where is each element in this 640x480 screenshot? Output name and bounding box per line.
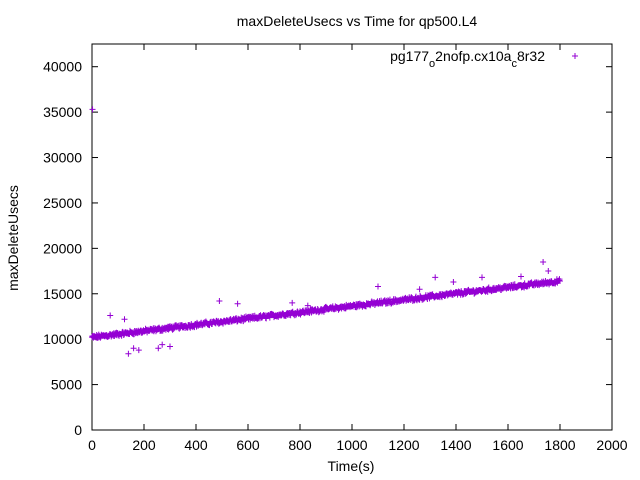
data-point xyxy=(155,345,162,352)
x-tick-label: 1600 xyxy=(492,437,523,453)
data-point xyxy=(289,299,296,306)
data-point xyxy=(375,283,381,290)
data-point xyxy=(459,291,466,298)
legend: pg177o2nofp.cx10ac8r32 xyxy=(390,48,578,70)
y-tick-label: 15000 xyxy=(43,286,82,302)
chart-title: maxDeleteUsecs vs Time for qp500.L4 xyxy=(237,13,478,29)
data-point xyxy=(450,278,457,285)
data-point xyxy=(557,278,563,285)
y-tick-label: 35000 xyxy=(43,104,82,120)
data-point xyxy=(234,300,241,307)
y-tick-label: 25000 xyxy=(43,195,82,211)
data-point xyxy=(304,302,311,309)
data-point xyxy=(416,286,423,293)
data-point xyxy=(432,274,439,281)
data-points xyxy=(89,106,563,357)
x-tick-label: 2000 xyxy=(596,437,627,453)
data-point xyxy=(121,316,128,323)
x-tick-label: 1400 xyxy=(440,437,471,453)
plot-frame xyxy=(91,43,613,431)
x-tick-label: 0 xyxy=(88,437,96,453)
x-tick-label: 1800 xyxy=(544,437,575,453)
data-point xyxy=(511,281,518,288)
y-tick-label: 0 xyxy=(74,422,82,438)
legend-marker xyxy=(572,53,578,59)
axis-ticks: 0 200 400 600 800 1000 1200 1400 1600 1800 2000050… xyxy=(43,44,628,453)
x-tick-label: 800 xyxy=(288,437,312,453)
data-point xyxy=(167,343,173,350)
y-tick-label: 5000 xyxy=(51,377,82,393)
x-tick-label: 1000 xyxy=(336,437,367,453)
data-point xyxy=(159,341,166,348)
data-point xyxy=(545,268,552,275)
x-tick-label: 1200 xyxy=(388,437,419,453)
y-tick-label: 30000 xyxy=(43,150,82,166)
data-point xyxy=(518,273,524,280)
y-tick-label: 40000 xyxy=(43,59,82,75)
data-point xyxy=(216,298,223,305)
data-point xyxy=(125,350,132,357)
data-point xyxy=(176,325,183,332)
x-tick-label: 600 xyxy=(236,437,260,453)
legend-label: pg177o2nofp.cx10ac8r32 xyxy=(390,48,545,70)
data-point xyxy=(130,345,137,352)
data-point xyxy=(266,314,273,321)
y-tick-label: 10000 xyxy=(43,331,82,347)
data-point xyxy=(89,106,96,113)
data-point xyxy=(135,347,142,354)
legend-marker-glyph xyxy=(572,53,578,59)
data-point xyxy=(107,312,114,319)
y-axis-label: maxDeleteUsecs xyxy=(5,185,21,291)
y-tick-label: 20000 xyxy=(43,240,82,256)
x-tick-label: 200 xyxy=(132,437,156,453)
data-point xyxy=(479,274,485,281)
x-axis-label: Time(s) xyxy=(328,458,375,474)
x-tick-label: 400 xyxy=(184,437,208,453)
data-point xyxy=(540,258,547,265)
